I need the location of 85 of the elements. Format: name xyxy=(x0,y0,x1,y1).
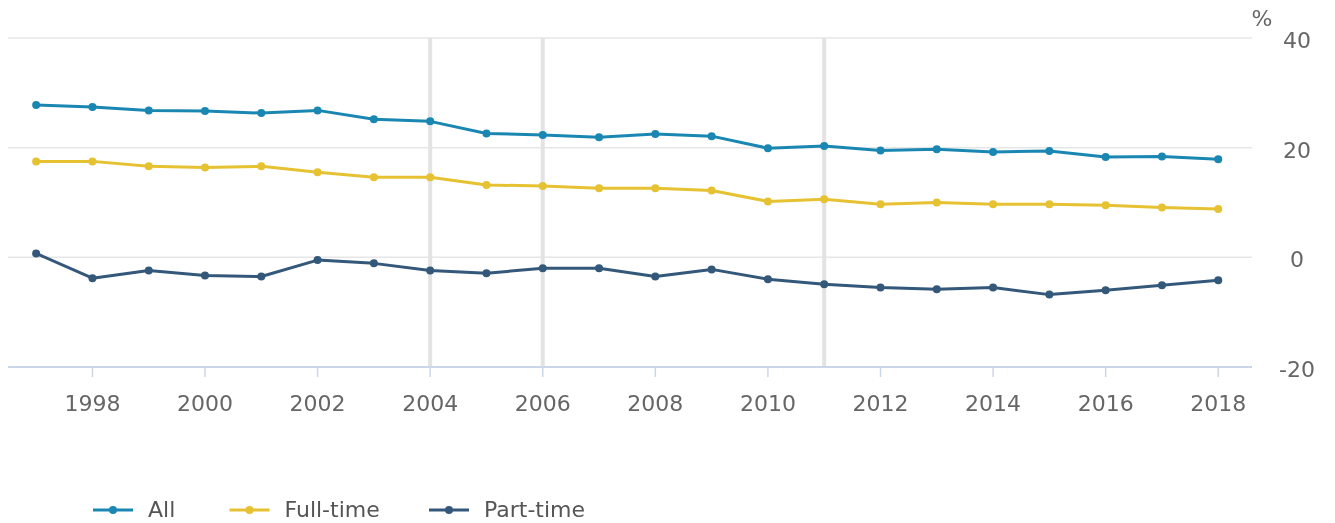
point xyxy=(989,283,998,292)
x-tick-label: 2010 xyxy=(739,391,796,416)
point xyxy=(369,173,378,182)
point xyxy=(426,266,435,275)
point xyxy=(932,145,941,154)
point xyxy=(1157,281,1166,290)
point xyxy=(1157,152,1166,161)
point xyxy=(88,157,97,166)
x-tick-label: 2000 xyxy=(177,391,234,416)
y-tick-label: -20 xyxy=(1279,357,1315,382)
y-tick-label: 20 xyxy=(1283,137,1311,163)
point xyxy=(651,184,660,193)
x-tick-label: 2012 xyxy=(852,391,909,416)
point xyxy=(32,249,41,258)
point xyxy=(820,280,829,289)
point xyxy=(1101,286,1110,295)
x-tick-label: 2008 xyxy=(627,391,684,416)
point xyxy=(201,106,210,115)
point xyxy=(989,148,998,157)
point xyxy=(538,264,547,273)
point xyxy=(88,274,97,283)
point xyxy=(313,168,322,177)
point xyxy=(707,265,716,274)
point xyxy=(32,157,41,166)
point xyxy=(651,272,660,281)
point xyxy=(707,132,716,141)
point xyxy=(595,133,604,142)
x-tick-label: 2014 xyxy=(965,391,1022,416)
y-axis-title: % xyxy=(1251,6,1273,31)
point xyxy=(932,285,941,294)
point xyxy=(1157,203,1166,212)
x-tick-label: 2006 xyxy=(514,391,571,416)
y-tick-label: 0 xyxy=(1290,247,1304,273)
point xyxy=(482,269,491,278)
legend-label: All xyxy=(148,497,176,522)
point xyxy=(1214,276,1223,285)
point xyxy=(313,106,322,115)
point xyxy=(763,275,772,284)
x-tick-label: 2018 xyxy=(1190,391,1247,416)
point xyxy=(1101,152,1110,161)
point xyxy=(426,173,435,182)
point xyxy=(763,197,772,206)
point xyxy=(313,256,322,265)
point xyxy=(1101,201,1110,210)
point xyxy=(482,180,491,189)
x-tick-label: 2016 xyxy=(1077,391,1134,416)
point xyxy=(989,200,998,209)
point xyxy=(201,271,210,280)
point xyxy=(1045,200,1054,209)
point xyxy=(1045,290,1054,299)
x-tick-label: 2004 xyxy=(402,391,459,416)
point xyxy=(144,162,153,171)
point xyxy=(426,117,435,126)
point xyxy=(144,106,153,115)
x-tick-label: 2002 xyxy=(289,391,346,416)
point xyxy=(876,146,885,155)
point xyxy=(369,259,378,268)
point xyxy=(820,142,829,151)
point xyxy=(32,100,41,109)
point xyxy=(538,131,547,140)
point xyxy=(595,264,604,273)
point xyxy=(1214,155,1223,164)
point xyxy=(482,129,491,138)
point xyxy=(707,186,716,195)
point xyxy=(876,200,885,209)
point xyxy=(369,115,378,124)
point xyxy=(1214,205,1223,214)
point xyxy=(538,182,547,191)
point xyxy=(651,129,660,138)
point xyxy=(88,103,97,112)
point xyxy=(595,184,604,193)
x-tick-label: 1998 xyxy=(64,391,121,416)
point xyxy=(763,144,772,153)
legend-label: Part-time xyxy=(484,497,586,522)
y-tick-label: 40 xyxy=(1283,28,1311,53)
point xyxy=(932,198,941,207)
point xyxy=(257,272,266,281)
point xyxy=(144,266,153,275)
point xyxy=(876,283,885,292)
point xyxy=(820,195,829,204)
legend-label: Full-time xyxy=(284,497,380,522)
point xyxy=(1045,146,1054,155)
point xyxy=(257,162,266,171)
point xyxy=(257,109,266,118)
point xyxy=(201,163,210,172)
